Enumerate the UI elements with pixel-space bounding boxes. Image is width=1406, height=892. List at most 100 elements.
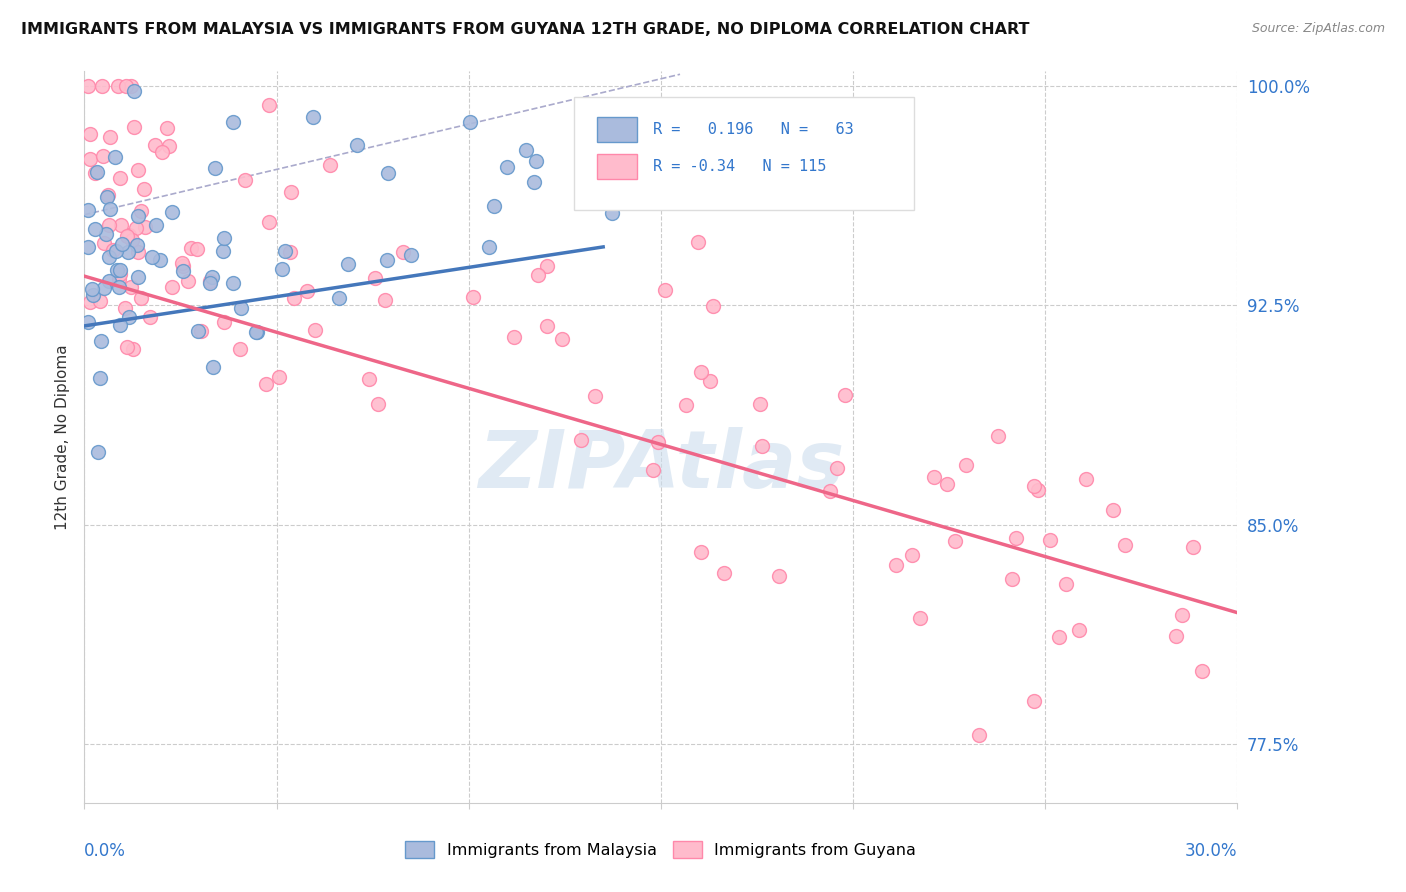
Point	[149, 253, 172, 268]
Point	[374, 293, 396, 308]
Point	[359, 372, 381, 386]
FancyBboxPatch shape	[598, 118, 637, 143]
Point	[536, 318, 558, 333]
Point	[96, 190, 118, 204]
Point	[569, 433, 592, 447]
Point	[157, 139, 180, 153]
Point	[84, 166, 107, 180]
Point	[229, 301, 252, 315]
Point	[392, 245, 415, 260]
Point	[222, 276, 245, 290]
Point	[583, 389, 606, 403]
Point	[987, 429, 1010, 443]
Point	[160, 279, 183, 293]
Point	[107, 279, 129, 293]
Point	[654, 283, 676, 297]
Point	[198, 274, 221, 288]
Point	[177, 274, 200, 288]
Point	[89, 370, 111, 384]
Legend: Immigrants from Malaysia, Immigrants from Guyana: Immigrants from Malaysia, Immigrants fro…	[399, 835, 922, 864]
Y-axis label: 12th Grade, No Diploma: 12th Grade, No Diploma	[55, 344, 70, 530]
Point	[1181, 540, 1204, 554]
Point	[257, 98, 280, 112]
Point	[91, 78, 114, 93]
Point	[170, 256, 193, 270]
Point	[104, 150, 127, 164]
Point	[91, 149, 114, 163]
Point	[328, 291, 350, 305]
Point	[935, 477, 957, 491]
Point	[884, 558, 907, 572]
Point	[132, 182, 155, 196]
Point	[86, 165, 108, 179]
Point	[84, 222, 107, 236]
Point	[111, 237, 134, 252]
Point	[245, 326, 267, 340]
Point	[524, 153, 547, 168]
Point	[702, 299, 724, 313]
Point	[141, 251, 163, 265]
Point	[319, 158, 342, 172]
Point	[482, 199, 505, 213]
Point	[901, 548, 924, 562]
Point	[302, 111, 325, 125]
Text: R =   0.196   N =   63: R = 0.196 N = 63	[652, 122, 853, 137]
Point	[228, 342, 250, 356]
Point	[827, 461, 849, 475]
Point	[79, 295, 101, 310]
Point	[110, 262, 132, 277]
Point	[337, 257, 360, 271]
Point	[536, 259, 558, 273]
Point	[274, 244, 297, 259]
Point	[145, 218, 167, 232]
Point	[127, 244, 149, 259]
Point	[222, 114, 245, 128]
Point	[117, 244, 139, 259]
Point	[108, 267, 131, 281]
Point	[233, 173, 256, 187]
Point	[1074, 472, 1097, 486]
Point	[943, 534, 966, 549]
Point	[122, 84, 145, 98]
Point	[104, 244, 127, 259]
Point	[77, 315, 100, 329]
Point	[156, 121, 179, 136]
Point	[79, 153, 101, 167]
Point	[212, 230, 235, 244]
Point	[399, 247, 422, 261]
Point	[257, 215, 280, 229]
Point	[1054, 577, 1077, 591]
Text: Source: ZipAtlas.com: Source: ZipAtlas.com	[1251, 22, 1385, 36]
Point	[1171, 607, 1194, 622]
Point	[125, 237, 148, 252]
Point	[129, 203, 152, 218]
Point	[367, 397, 389, 411]
Point	[110, 218, 132, 232]
Point	[910, 611, 932, 625]
Text: IMMIGRANTS FROM MALAYSIA VS IMMIGRANTS FROM GUYANA 12TH GRADE, NO DIPLOMA CORREL: IMMIGRANTS FROM MALAYSIA VS IMMIGRANTS F…	[21, 22, 1029, 37]
Point	[1004, 531, 1026, 545]
Point	[186, 242, 208, 256]
Point	[689, 545, 711, 559]
Point	[120, 280, 142, 294]
Point	[115, 229, 138, 244]
Point	[1102, 502, 1125, 516]
Point	[143, 138, 166, 153]
Point	[103, 243, 125, 257]
Text: 0.0%: 0.0%	[84, 842, 127, 860]
Point	[1114, 538, 1136, 552]
Point	[77, 202, 100, 217]
Point	[246, 325, 269, 339]
Point	[688, 235, 710, 249]
Point	[503, 329, 526, 343]
Point	[478, 240, 501, 254]
Text: ZIPAtlas: ZIPAtlas	[478, 427, 844, 506]
Point	[118, 227, 141, 242]
Point	[699, 374, 721, 388]
Point	[297, 284, 319, 298]
Point	[201, 360, 224, 375]
Point	[212, 244, 235, 259]
Point	[204, 161, 226, 176]
Point	[713, 566, 735, 580]
Point	[180, 241, 202, 255]
